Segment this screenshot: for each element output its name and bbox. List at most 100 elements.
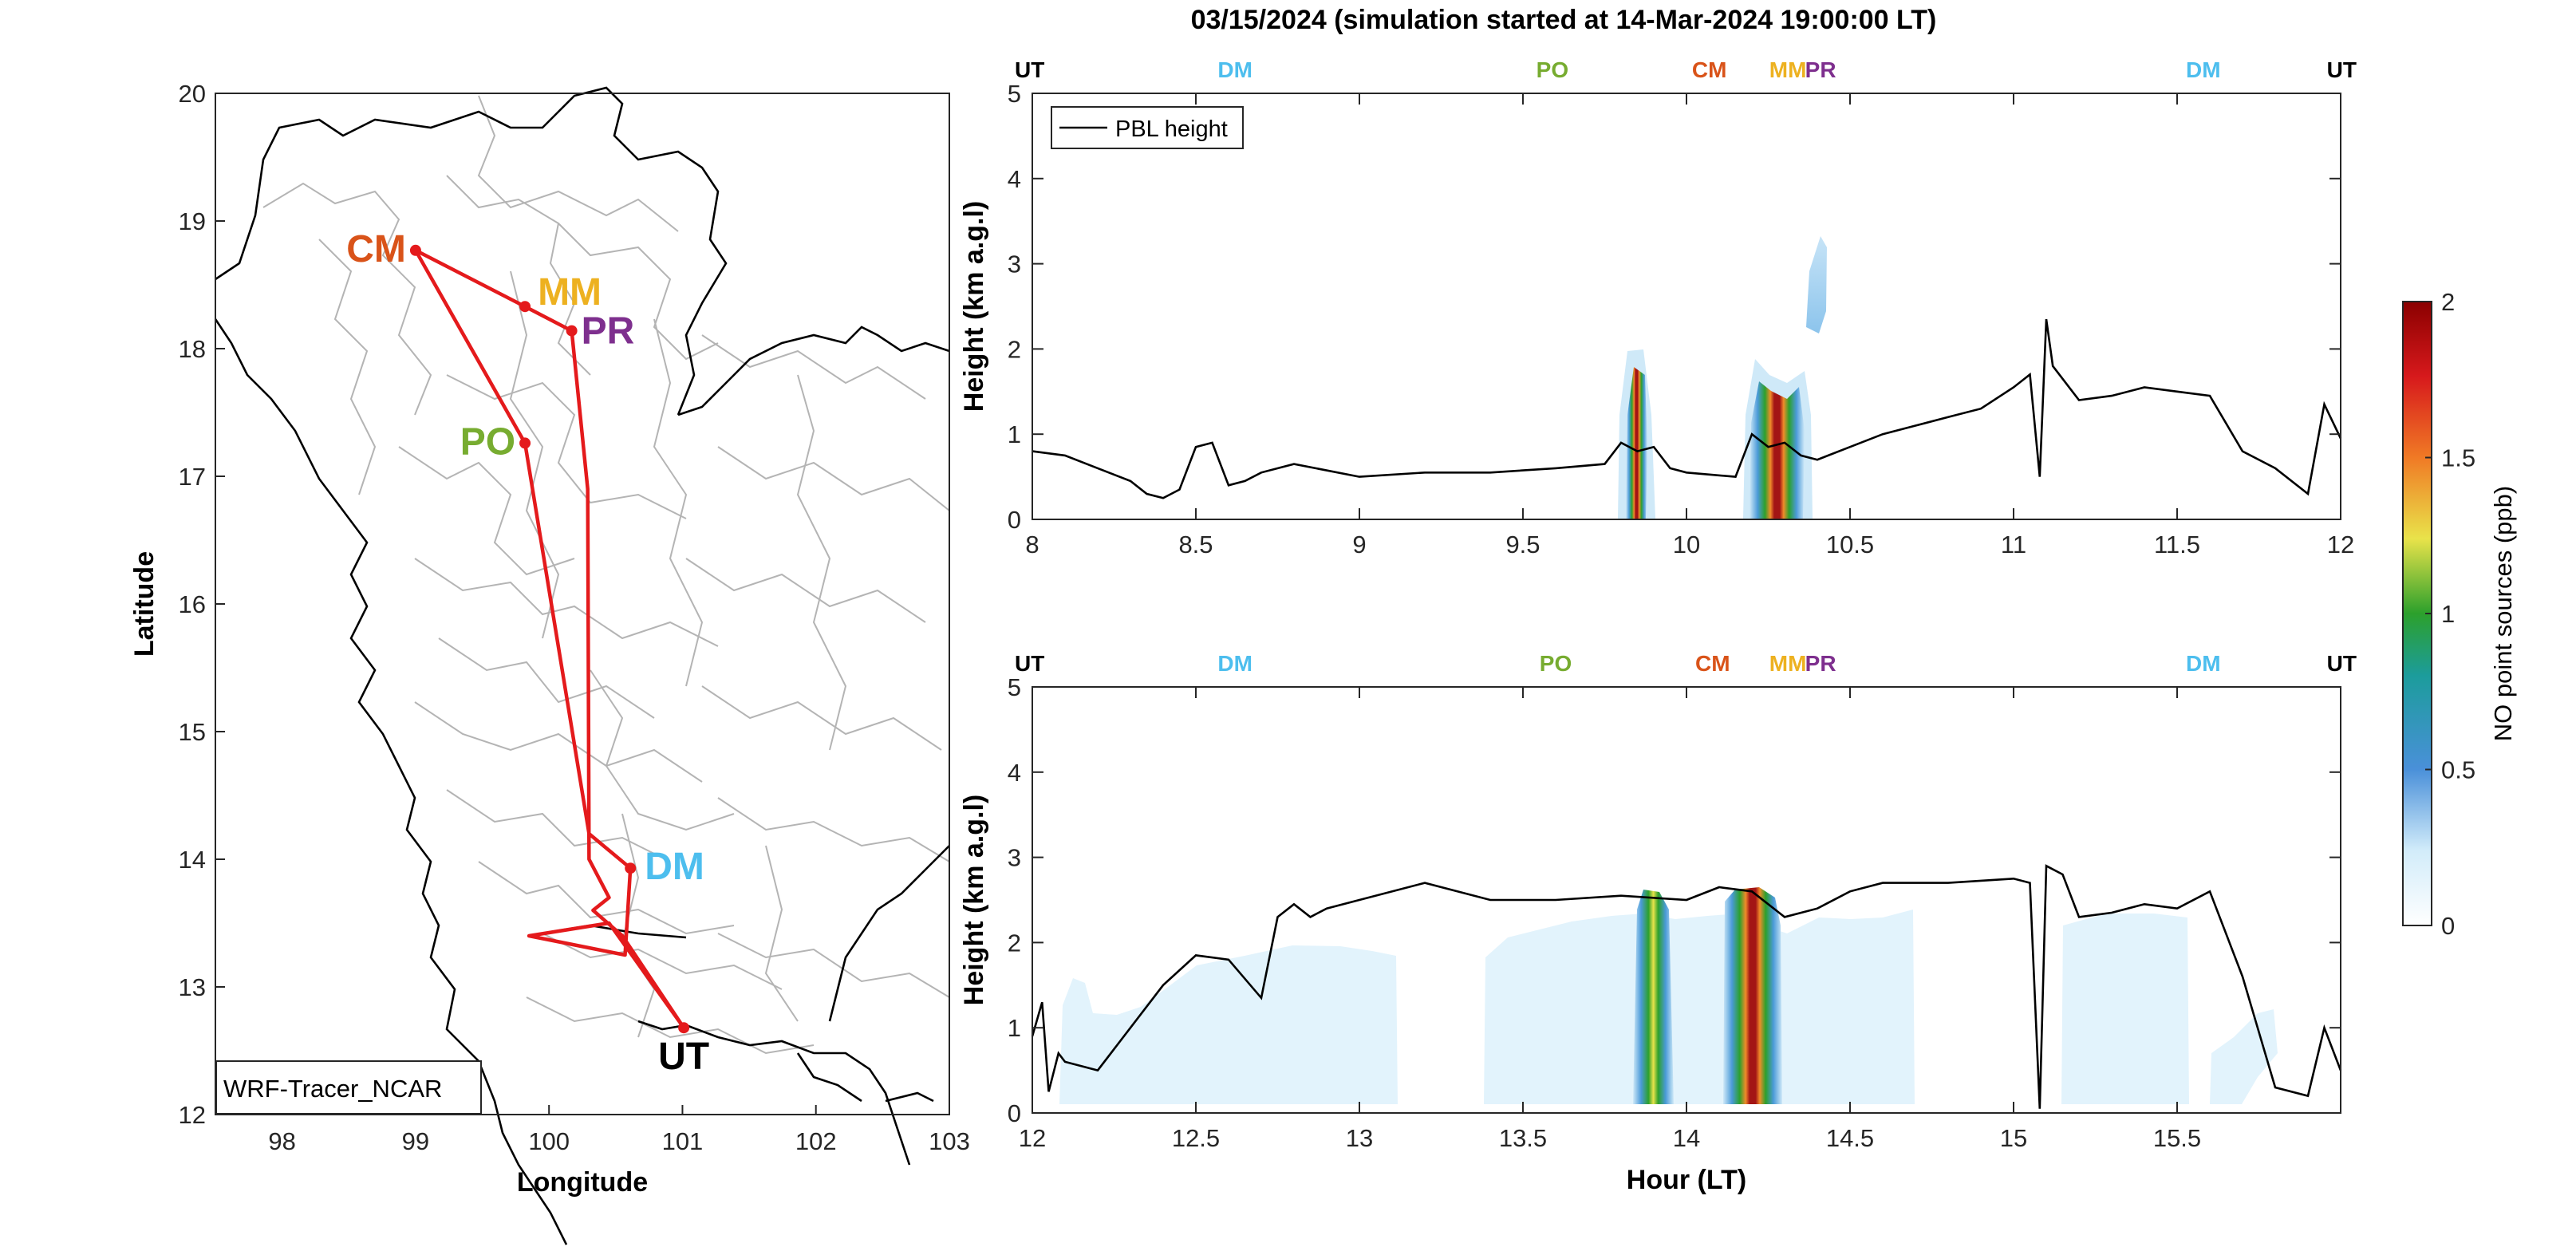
map-ytick-label: 18 xyxy=(179,335,206,363)
lower-xtick-label: 13.5 xyxy=(1499,1124,1547,1152)
upper-xtick-label: 11.5 xyxy=(2154,531,2200,558)
upper-ytick-label: 3 xyxy=(1008,251,1021,278)
map-ytick-label: 14 xyxy=(179,846,206,874)
station-label-po: PO xyxy=(460,420,515,463)
colorbar-tick-label: 1 xyxy=(2441,600,2455,628)
lower-xtick-label: 14.5 xyxy=(1826,1124,1874,1152)
upper-xtick-label: 11 xyxy=(2001,531,2026,558)
upper-xtick-label: 8.5 xyxy=(1178,531,1213,558)
upper-pbl-line xyxy=(1032,318,2342,499)
lower-xtick-label: 14 xyxy=(1673,1124,1700,1152)
colorbar: 0 0.5 1 1.5 2 NO point sources (ppb) xyxy=(2402,288,2517,940)
upper-axes-frame xyxy=(1032,93,2341,520)
map-ytick-label: 15 xyxy=(179,718,206,746)
upper-xticks: 8 8.5 9 9.5 10 10.5 11 11.5 12 xyxy=(1025,93,2354,558)
upper-ytick-label: 5 xyxy=(1008,80,1021,108)
lower-tracer-plumes xyxy=(1059,887,2278,1104)
lower-station-cm: CM xyxy=(1695,651,1730,676)
map-xtick-label: 103 xyxy=(929,1127,970,1155)
map-xtick-label: 98 xyxy=(268,1127,295,1155)
lower-station-mm: MM xyxy=(1769,651,1807,676)
station-marker-ut xyxy=(678,1022,690,1034)
upper-plume-2-core xyxy=(1750,381,1805,519)
map-ytick-label: 20 xyxy=(179,80,206,108)
lower-xtick-label: 13 xyxy=(1346,1124,1373,1152)
upper-station-dm: DM xyxy=(2186,57,2221,82)
flight-track-line xyxy=(413,248,685,1029)
lower-pbl-line xyxy=(1031,864,2342,1109)
lower-plume-haze-2 xyxy=(1484,910,1915,1104)
lower-station-ut: UT xyxy=(2327,651,2357,676)
upper-plume-aloft xyxy=(1806,236,1827,333)
map-source-box: WRF-Tracer_NCAR xyxy=(215,1060,482,1115)
lower-ytick-label: 4 xyxy=(1008,759,1021,787)
lower-station-dm: DM xyxy=(2186,651,2221,676)
lower-xlabel: Hour (LT) xyxy=(1627,1165,1746,1195)
colorbar-tick-label: 1.5 xyxy=(2441,444,2475,472)
map-xtick-label: 102 xyxy=(795,1127,837,1155)
map-ytick-label: 13 xyxy=(179,973,206,1001)
upper-xtick-label: 10.5 xyxy=(1826,531,1874,558)
colorbar-tick-label: 0 xyxy=(2441,912,2455,940)
map-ylabel: Latitude xyxy=(129,551,160,657)
upper-station-dm: DM xyxy=(1217,57,1252,82)
lower-xtick-label: 12.5 xyxy=(1172,1124,1220,1152)
map-ytick-label: 16 xyxy=(179,590,206,618)
lower-ytick-label: 2 xyxy=(1008,929,1021,957)
lower-ylabel: Height (km a.g.l) xyxy=(959,795,989,1005)
flight-track xyxy=(413,248,685,1029)
upper-xtick-label: 8 xyxy=(1025,531,1039,558)
map-xtick-label: 101 xyxy=(662,1127,704,1155)
figure-title: 03/15/2024 (simulation started at 14-Mar… xyxy=(1191,5,1937,35)
map-yticks: 12 13 14 15 16 17 18 19 20 xyxy=(179,80,225,1129)
lower-station-po: PO xyxy=(1540,651,1572,676)
lower-ytick-label: 1 xyxy=(1008,1014,1021,1042)
lower-xtick-label: 15.5 xyxy=(2153,1124,2201,1152)
station-marker-pr xyxy=(566,325,578,337)
station-label-pr: PR xyxy=(582,310,635,353)
station-marker-dm xyxy=(625,862,637,874)
map-ytick-label: 17 xyxy=(179,463,206,491)
upper-plume-1-core xyxy=(1626,367,1647,519)
colorbar-ticks: 0 0.5 1 1.5 2 xyxy=(2425,288,2475,940)
station-label-dm: DM xyxy=(645,846,704,888)
station-label-mm: MM xyxy=(538,271,602,314)
lower-station-ut: UT xyxy=(1015,651,1044,676)
map-ytick-label: 12 xyxy=(179,1101,206,1129)
lower-ytick-label: 0 xyxy=(1008,1099,1021,1127)
lower-station-dm: DM xyxy=(1217,651,1252,676)
legend-label: PBL height xyxy=(1115,116,1228,142)
colorbar-tick-label: 0.5 xyxy=(2441,756,2475,784)
upper-ytick-label: 2 xyxy=(1008,335,1021,363)
lower-plume-mid xyxy=(1633,890,1674,1104)
upper-ytick-label: 0 xyxy=(1008,506,1021,534)
colorbar-label: NO point sources (ppb) xyxy=(2489,486,2517,741)
upper-tracer-plumes xyxy=(1618,236,1827,519)
upper-station-ut: UT xyxy=(2327,57,2357,82)
map-ytick-label: 19 xyxy=(179,207,206,235)
station-label-cm: CM xyxy=(346,228,406,270)
upper-xtick-label: 9 xyxy=(1352,531,1366,558)
upper-xtick-label: 10 xyxy=(1673,531,1700,558)
lower-xticks: 12 12.5 13 13.5 14 14.5 15 15.5 xyxy=(1019,687,2201,1152)
lower-plume-haze-4 xyxy=(2210,1009,2278,1104)
upper-station-mm: MM xyxy=(1769,57,1807,82)
upper-station-pr: PR xyxy=(1805,57,1836,82)
station-marker-cm xyxy=(409,244,421,256)
station-marker-mm xyxy=(519,301,531,313)
lower-station-pr: PR xyxy=(1805,651,1836,676)
lower-plume-haze-1 xyxy=(1059,945,1398,1104)
country-borders xyxy=(214,86,950,1245)
map-xlabel: Longitude xyxy=(517,1167,648,1198)
upper-xtick-label: 9.5 xyxy=(1505,531,1540,558)
upper-yticks: 0 1 2 3 4 5 xyxy=(1008,80,2341,534)
upper-legend: PBL height xyxy=(1051,106,1244,149)
upper-ytick-label: 4 xyxy=(1008,165,1021,193)
upper-ytick-label: 1 xyxy=(1008,420,1021,448)
map-xtick-label: 100 xyxy=(528,1127,570,1155)
